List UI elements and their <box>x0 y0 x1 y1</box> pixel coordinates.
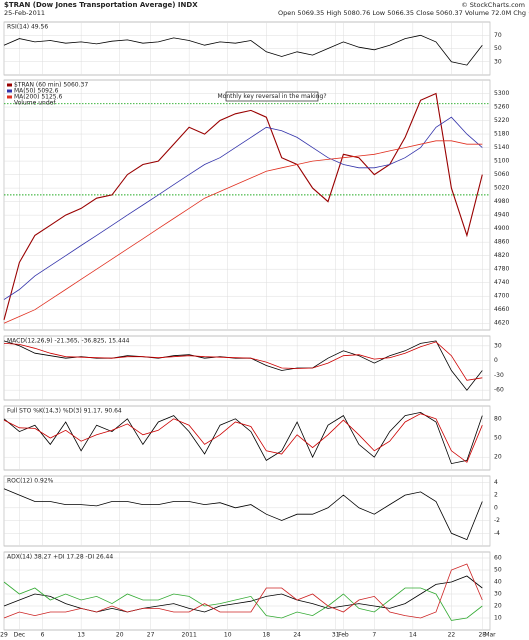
y-tick-label: 30 <box>494 342 502 349</box>
y-tick-label: 5300 <box>494 90 509 97</box>
x-tick-label: 29 <box>0 632 8 639</box>
legend-swatch <box>7 95 12 99</box>
y-tick-label: 50 <box>494 45 502 52</box>
panel-label: RSI(14) 49.56 <box>7 24 48 31</box>
legend-label: MA(50) 5092.6 <box>14 88 59 95</box>
legend-label: Volume undef <box>14 100 56 107</box>
y-tick-label: 5260 <box>494 104 509 111</box>
y-tick-label: 0 <box>494 504 498 511</box>
y-tick-label: 4780 <box>494 266 509 273</box>
y-tick-label: 4660 <box>494 306 509 313</box>
x-tick-label: 31 <box>332 632 340 639</box>
y-tick-label: 4 <box>494 479 498 486</box>
chart-title: $TRAN (Dow Jones Transportation Average)… <box>4 1 198 9</box>
annotation: Monthly key reversal in the making? <box>217 93 326 100</box>
y-tick-label: 5060 <box>494 171 509 178</box>
y-tick-label: 4940 <box>494 212 509 219</box>
series-line <box>3 92 483 321</box>
panel-label: Full STO %K(14,3) %D(3) 91.17, 90.64 <box>7 408 122 415</box>
series-line <box>3 488 483 541</box>
y-tick-label: 4820 <box>494 252 509 259</box>
y-tick-label: -60 <box>494 387 504 394</box>
series-line <box>3 581 483 621</box>
x-tick-label: 18 <box>262 632 270 639</box>
y-tick-label: 5020 <box>494 185 509 192</box>
y-tick-label: 80 <box>494 415 502 422</box>
y-tick-label: 5180 <box>494 131 509 138</box>
panel <box>3 335 491 401</box>
y-tick-label: 4900 <box>494 225 509 232</box>
y-tick-label: 20 <box>494 603 502 610</box>
y-tick-label: 50 <box>494 435 502 442</box>
x-tick-label: Mar <box>484 632 496 639</box>
y-tick-label: 10 <box>494 615 502 622</box>
legend-swatch <box>7 89 12 93</box>
x-tick-label: 28 <box>478 632 486 639</box>
series-line <box>3 563 483 619</box>
y-tick-label: 4740 <box>494 279 509 286</box>
x-tick-label: 6 <box>41 632 45 639</box>
copyright: © StockCharts.com <box>461 1 525 9</box>
y-tick-label: 4620 <box>494 320 509 327</box>
x-tick-label: 27 <box>147 632 155 639</box>
panel-label: ADX(14) 38.27 +DI 17.28 -DI 26.44 <box>7 554 113 561</box>
y-tick-label: 0 <box>494 357 498 364</box>
annotation-box <box>225 91 319 102</box>
legend-label: $TRAN (60 min) 5060.37 <box>14 82 88 89</box>
panel <box>3 475 491 547</box>
y-tick-label: -4 <box>494 530 500 537</box>
panel-label: ROC(12) 0.92% <box>7 478 54 485</box>
series-line <box>3 34 483 66</box>
y-tick-label: -2 <box>494 517 500 524</box>
x-tick-label: 24 <box>293 632 301 639</box>
y-tick-label: 4700 <box>494 293 509 300</box>
y-tick-label: 50 <box>494 567 502 574</box>
x-tick-label: 7 <box>372 632 376 639</box>
x-tick-label: 2011 <box>182 632 197 639</box>
y-tick-label: 2 <box>494 492 498 499</box>
x-tick-label: Dec <box>14 632 26 639</box>
series-line <box>3 140 483 324</box>
panel-label: MACD(12,26,9) -21.365, -36.825, 15.444 <box>7 338 130 345</box>
panel <box>3 551 491 631</box>
series-line <box>3 411 483 465</box>
series-line <box>3 413 483 463</box>
y-tick-label: 70 <box>494 32 502 39</box>
x-tick-label: Feb <box>338 632 349 639</box>
y-tick-label: 5220 <box>494 117 509 124</box>
x-tick-label: 10 <box>224 632 232 639</box>
panel <box>3 79 491 331</box>
y-tick-label: 20 <box>494 454 502 461</box>
y-tick-label: 30 <box>494 591 502 598</box>
x-tick-label: 13 <box>77 632 85 639</box>
x-tick-label: 22 <box>448 632 456 639</box>
quote: Open 5069.35 High 5080.76 Low 5066.35 Cl… <box>278 9 529 17</box>
series-line <box>3 116 483 300</box>
chart-date: 25-Feb-2011 <box>4 9 45 17</box>
y-tick-label: 30 <box>494 58 502 65</box>
y-tick-label: 5140 <box>494 144 509 151</box>
y-tick-label: 5100 <box>494 158 509 165</box>
series-line <box>3 341 483 381</box>
y-tick-label: 4980 <box>494 198 509 205</box>
y-tick-label: -30 <box>494 372 504 379</box>
legend-swatch <box>7 83 12 87</box>
y-tick-label: 40 <box>494 579 502 586</box>
y-tick-label: 4860 <box>494 239 509 246</box>
legend-label: MA(200) 5125.6 <box>14 94 62 101</box>
y-tick-label: 60 <box>494 555 502 562</box>
x-tick-label: 20 <box>116 632 124 639</box>
x-tick-label: 14 <box>409 632 417 639</box>
